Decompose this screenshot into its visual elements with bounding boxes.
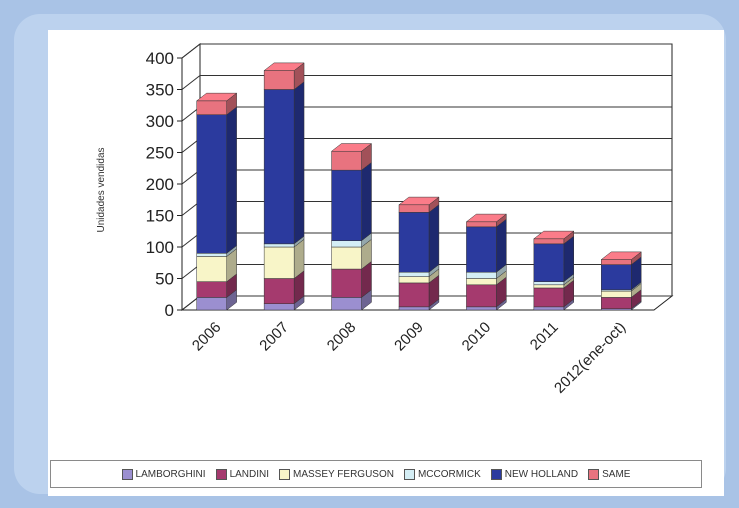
- y-tick-label: 100: [146, 238, 174, 257]
- legend-item: NEW HOLLAND: [490, 468, 579, 480]
- legend-swatch: [279, 468, 291, 480]
- y-tick-label: 300: [146, 112, 174, 131]
- bars-layer: [195, 62, 642, 311]
- y-axis-label: Unidades vendidas: [96, 147, 107, 232]
- legend-swatch: [121, 468, 133, 480]
- x-tick-label: 2009: [391, 319, 427, 355]
- legend-item: SAME: [588, 468, 631, 480]
- legend-label: LAMBORGHINI: [135, 468, 206, 480]
- bar-segment-new-holland: [398, 204, 440, 273]
- bar-segment-lamborghini: [196, 289, 237, 311]
- legend-item: LAMBORGHINI: [121, 468, 206, 480]
- bar-segment-massey-ferguson: [331, 238, 372, 270]
- gridline: [181, 43, 672, 59]
- legend-swatch: [403, 468, 415, 480]
- x-tick-label: 2011: [527, 319, 562, 354]
- bar-segment-new-holland: [196, 106, 237, 254]
- bar-segment-landini: [331, 260, 372, 298]
- bar-segment-new-holland: [263, 81, 305, 245]
- bar-segment-same: [263, 62, 305, 91]
- legend-item: MCCORMICK: [403, 468, 481, 480]
- y-tick-label: 50: [155, 270, 174, 289]
- bar-top-face: [600, 251, 642, 260]
- y-tick-label: 200: [146, 175, 174, 194]
- bar-top-face: [195, 92, 238, 102]
- legend-label: NEW HOLLAND: [504, 468, 579, 480]
- legend-item: LANDINI: [215, 468, 270, 480]
- bar-segment-landini: [466, 276, 507, 308]
- bar-segment-same: [196, 92, 237, 116]
- x-tick-label: 2012(ene-oct): [551, 319, 629, 397]
- bar-top-face: [533, 230, 575, 240]
- legend-item: MASSEY FERGUSON: [279, 468, 394, 480]
- y-tick-label: 400: [146, 49, 174, 68]
- y-axis-ticks: 0 50 100 150 200 250 300 350 400: [146, 49, 182, 320]
- legend-label: MASSEY FERGUSON: [293, 468, 394, 480]
- chart-legend: LAMBORGHINI LANDINI MASSEY FERGUSON MCCORMI…: [50, 460, 702, 488]
- bar-segment-lamborghini: [331, 289, 372, 311]
- bar-segment-new-holland: [601, 256, 642, 291]
- legend-label: MCCORMICK: [417, 468, 481, 480]
- bar-segment-new-holland: [331, 161, 372, 242]
- x-tick-label: 2007: [256, 319, 292, 355]
- bar-top-face: [465, 213, 508, 223]
- legend-label: LANDINI: [229, 468, 270, 480]
- x-tick-label: 2008: [324, 319, 360, 355]
- legend-swatch: [588, 468, 600, 480]
- bar-segment-massey-ferguson: [196, 248, 237, 283]
- legend-label: SAME: [602, 468, 631, 480]
- y-tick-label: 0: [165, 301, 174, 320]
- y-tick-label: 350: [146, 81, 174, 100]
- gridline: [181, 75, 672, 90]
- bar-top-face: [263, 62, 305, 71]
- bar-segment-massey-ferguson: [263, 238, 305, 280]
- y-tick-label: 250: [146, 144, 174, 163]
- bar-segment-new-holland: [533, 235, 575, 283]
- x-tick-label: 2006: [189, 319, 225, 355]
- legend-swatch: [215, 468, 227, 480]
- bar-segment-landini: [263, 270, 305, 305]
- legend-swatch: [490, 468, 502, 480]
- x-tick-label: 2010: [459, 319, 495, 355]
- bar-segment-new-holland: [466, 218, 507, 273]
- bar-segment-same: [331, 143, 372, 171]
- bar-segment-landini: [533, 279, 575, 308]
- bar-segment-same: [533, 230, 575, 245]
- bar-segment-landini: [398, 274, 440, 308]
- y-tick-label: 150: [146, 207, 174, 226]
- bar-top-face: [330, 143, 373, 152]
- bar-top-face: [398, 196, 440, 206]
